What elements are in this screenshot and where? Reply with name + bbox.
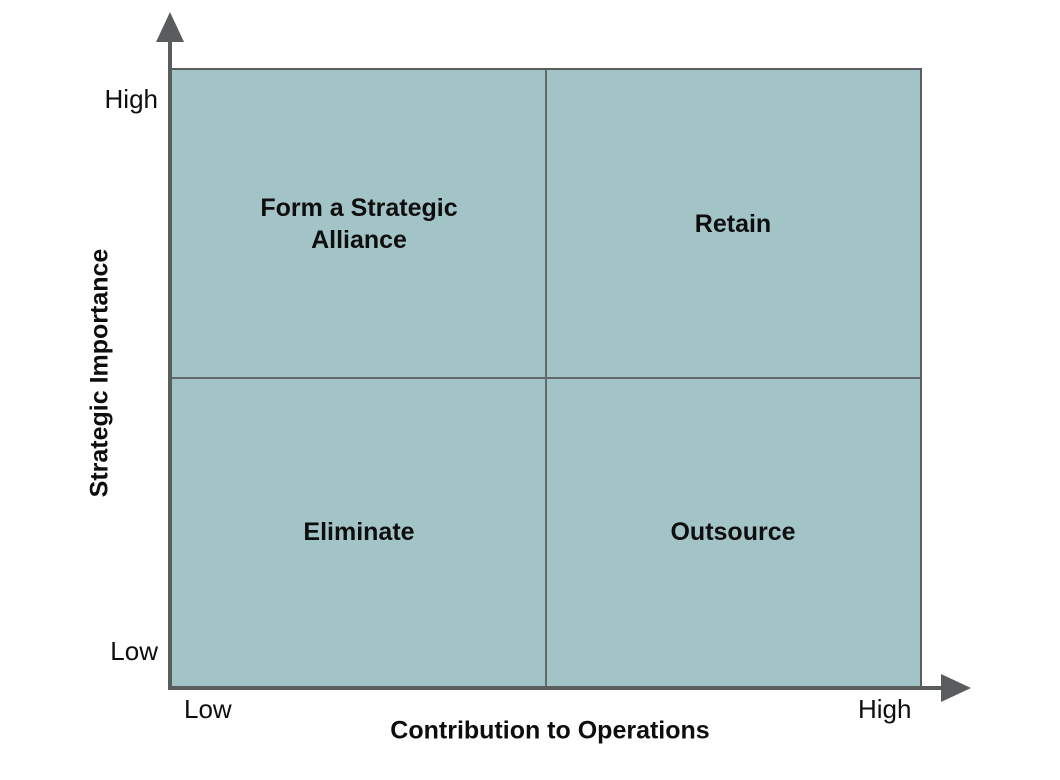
quadrant-bottom-right: Outsource — [546, 378, 920, 686]
quadrant-label: Outsource — [670, 517, 796, 546]
y-axis-title: Strategic Importance — [85, 248, 114, 498]
right-arrow-icon — [941, 674, 971, 702]
quadrant-top-left: Form a Strategic Alliance — [172, 70, 546, 378]
quadrant-top-right: Retain — [546, 70, 920, 378]
x-axis-title: Contribution to Operations — [390, 716, 710, 745]
x-axis-high-tick: High — [858, 694, 912, 724]
quadrant-bottom-left: Eliminate — [172, 378, 546, 686]
x-axis-line — [168, 686, 943, 690]
y-axis-low-tick: Low — [110, 636, 158, 666]
quadrant-label: Retain — [694, 209, 772, 238]
x-axis-low-tick: Low — [184, 694, 232, 724]
up-arrow-icon — [156, 12, 184, 42]
horizontal-divider — [172, 377, 920, 379]
quadrant-matrix: Form a Strategic Alliance Retain Elimina… — [170, 68, 922, 688]
y-axis-high-tick: High — [104, 84, 158, 114]
quadrant-label: Form a Strategic Alliance — [260, 193, 458, 255]
quadrant-label: Eliminate — [303, 517, 415, 546]
